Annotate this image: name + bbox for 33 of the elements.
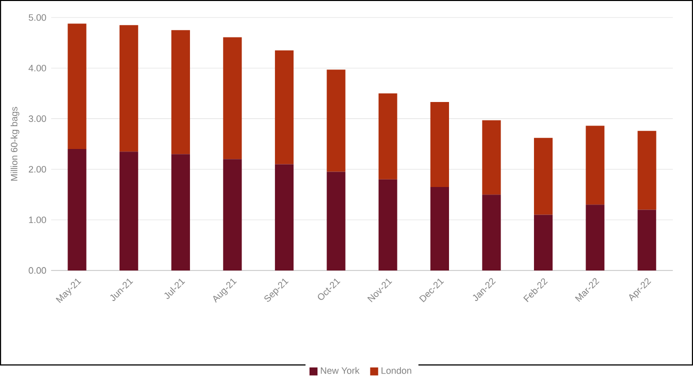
bar — [274, 50, 294, 164]
bar — [120, 152, 138, 270]
y-tick-label: 0.00 — [28, 267, 46, 274]
bar — [326, 172, 346, 270]
bar — [586, 204, 604, 270]
legend-label: London — [382, 367, 412, 374]
bar — [482, 120, 501, 195]
bar — [534, 138, 553, 215]
bar — [430, 102, 450, 187]
y-tick-label: 2.00 — [28, 166, 46, 173]
bar — [534, 214, 553, 270]
bar — [68, 24, 86, 149]
bar — [223, 159, 242, 270]
bar — [586, 126, 604, 205]
bar — [223, 37, 242, 160]
y-tick-label: 4.00 — [28, 64, 46, 72]
bar — [171, 30, 190, 154]
bar — [638, 210, 656, 270]
bar — [326, 70, 346, 172]
y-tick-label: 3.00 — [28, 115, 46, 122]
bar — [430, 186, 450, 270]
bar — [120, 25, 138, 152]
bar — [482, 194, 501, 270]
bar — [638, 130, 656, 210]
y-tick-label: 1.00 — [29, 216, 46, 224]
bar — [171, 154, 190, 270]
y-axis-title: Million 60-kg bags — [10, 106, 20, 181]
bar — [378, 179, 398, 270]
bar — [68, 148, 86, 270]
y-tick-label: 5.00 — [28, 14, 46, 21]
legend-label: New York — [320, 367, 360, 374]
bar — [274, 164, 294, 270]
bar — [378, 93, 398, 180]
